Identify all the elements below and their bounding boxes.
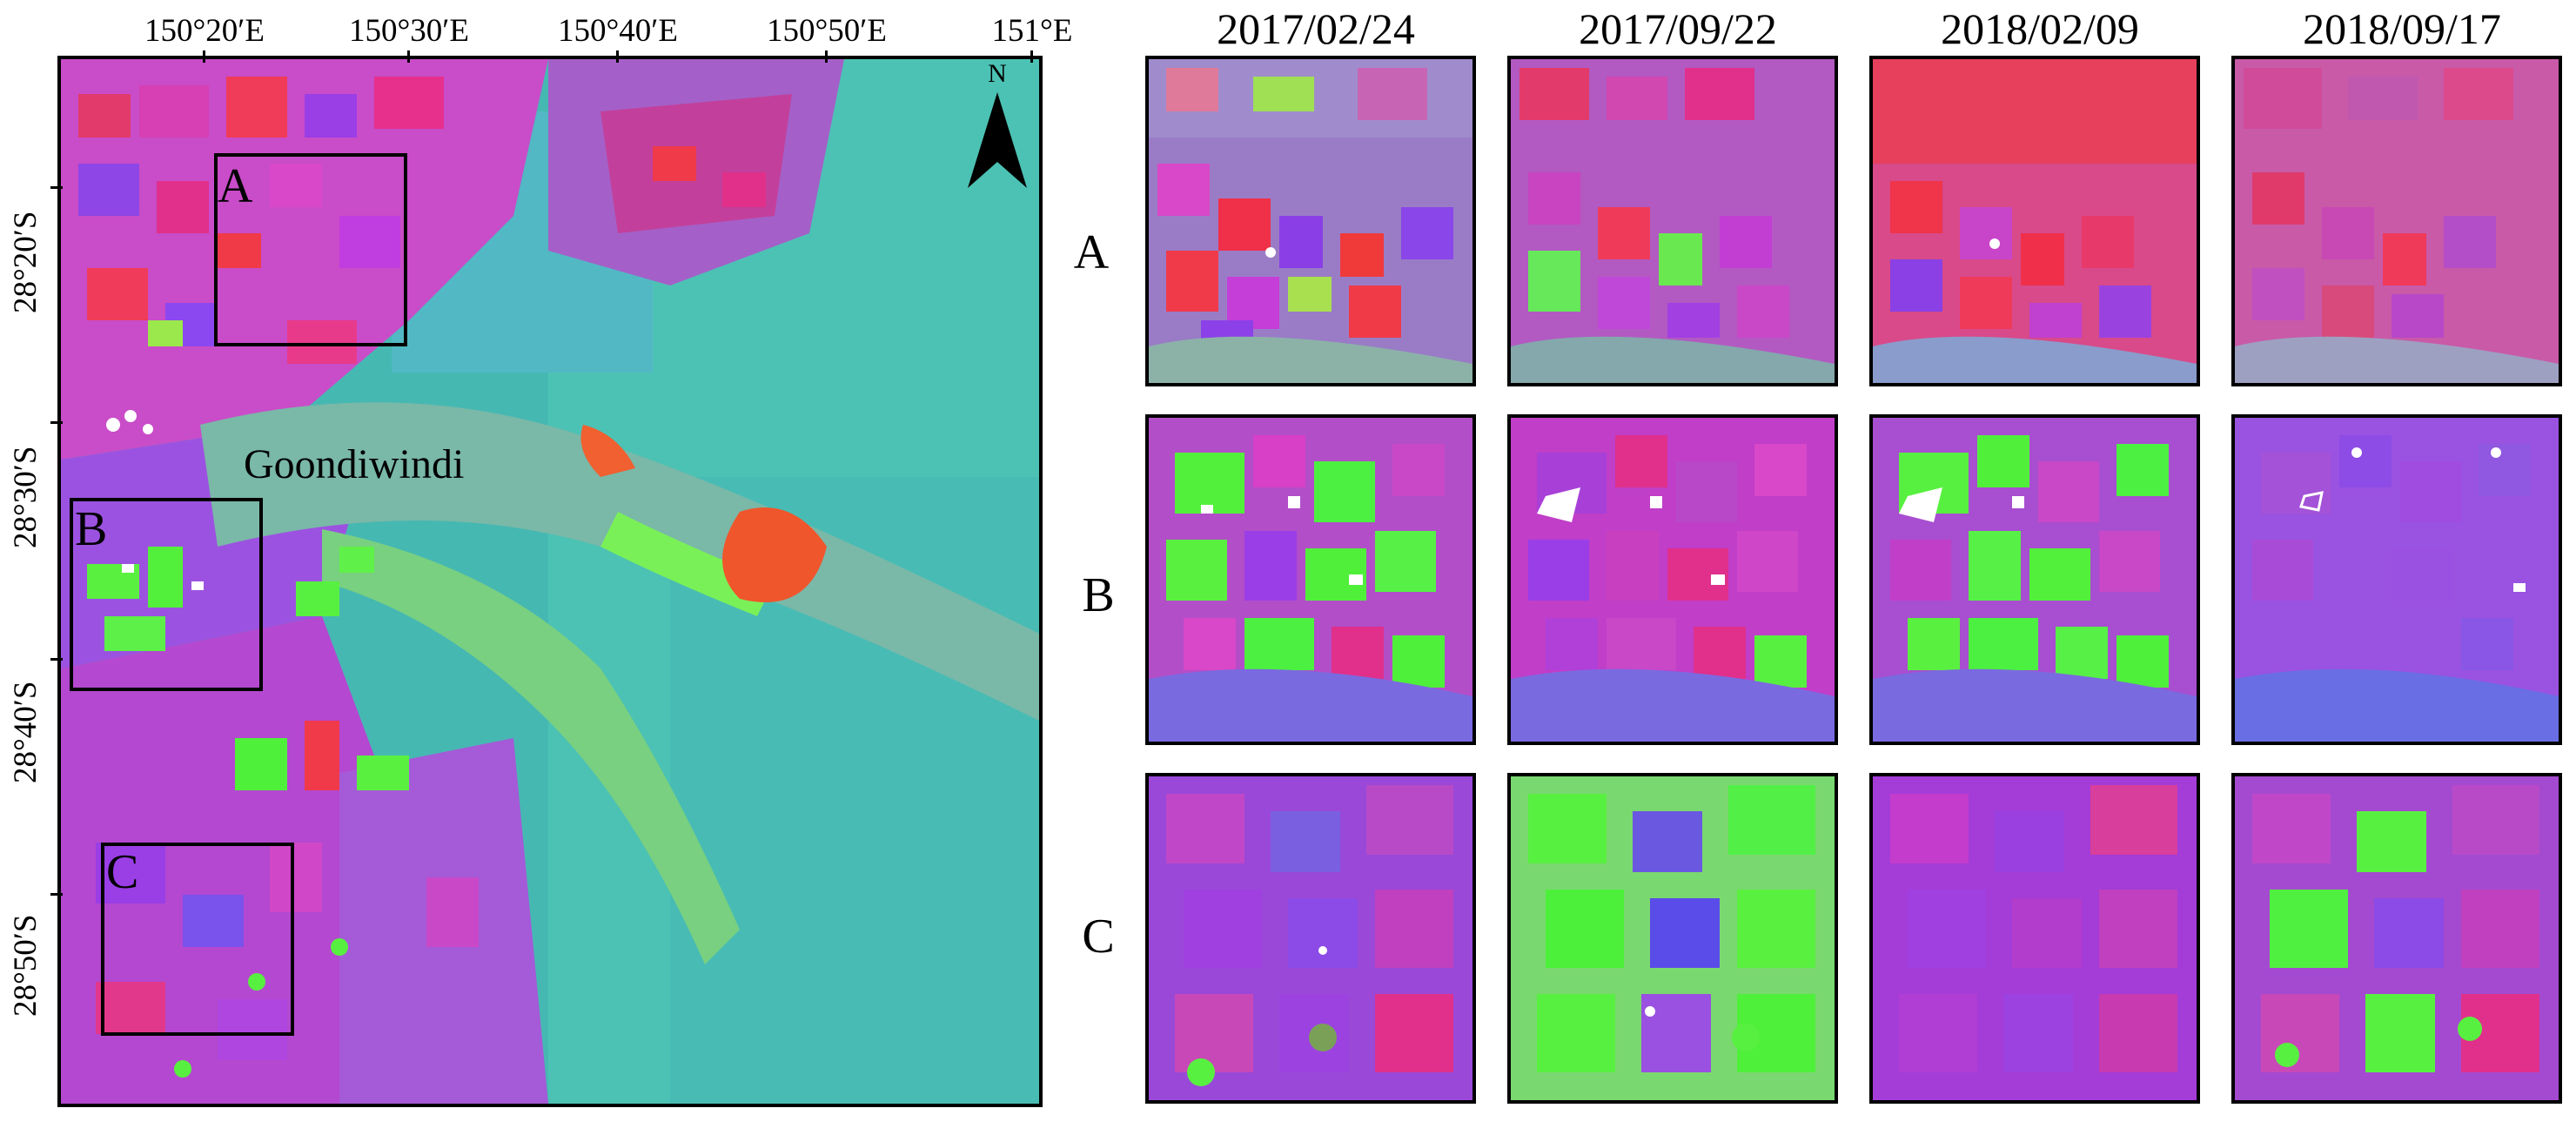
tile-imagery [1511,418,1835,742]
tile-c-2018-09-17[interactable] [2231,773,2562,1104]
lon-tick-mark [203,50,205,63]
lon-tick-mark [825,50,828,63]
overview-map [57,56,1043,1107]
lat-tick-label: 28°50′S [8,914,44,1017]
north-arrow: N [964,59,1030,198]
tile-imagery [1873,776,2197,1100]
tile-imagery [2235,776,2559,1100]
tile-imagery [1511,59,1835,383]
lat-tick-mark [50,658,63,661]
tile-b-2017-02-24[interactable] [1145,414,1476,745]
tile-a-2018-09-17[interactable] [2231,56,2562,386]
region-label-a: A [218,159,253,213]
date-header: 2018/02/09 [1941,4,2139,53]
tile-a-2017-02-24[interactable] [1145,56,1476,386]
tile-c-2018-02-09[interactable] [1869,773,2200,1104]
town-label: Goondiwindi [244,441,465,487]
composite-imagery [61,59,1039,1104]
lat-tick-mark [50,421,63,424]
lon-tick-label: 150°40′E [558,13,678,49]
region-box-c[interactable] [101,843,294,1036]
lat-tick-label: 28°20′S [8,211,44,313]
lon-tick-label: 150°30′E [349,13,469,49]
north-label: N [988,59,1007,88]
tile-b-2018-02-09[interactable] [1869,414,2200,745]
north-arrow-icon [968,92,1027,188]
date-header: 2017/02/24 [1217,4,1415,53]
tile-imagery [2235,59,2559,383]
lat-tick-label: 28°40′S [8,681,44,783]
tile-imagery [1873,59,2197,383]
region-box-a[interactable] [214,153,407,346]
tile-a-2017-09-22[interactable] [1507,56,1838,386]
lon-tick-mark [1030,50,1033,63]
tile-c-2017-02-24[interactable] [1145,773,1476,1104]
tile-a-2018-02-09[interactable] [1869,56,2200,386]
row-label-b: B [1082,568,1115,622]
tile-imagery [1149,776,1472,1100]
tile-imagery [1149,418,1472,742]
lon-tick-mark [407,50,410,63]
lat-tick-label: 28°30′S [8,446,44,548]
lon-tick-label: 150°50′E [767,13,887,49]
region-label-b: B [75,502,108,556]
lat-tick-mark [50,186,63,189]
date-header: 2018/09/17 [2303,4,2501,53]
tile-b-2018-09-17[interactable] [2231,414,2562,745]
row-label-c: C [1082,910,1115,964]
tile-imagery [1511,776,1835,1100]
row-label-a: A [1073,225,1110,279]
region-box-b[interactable] [70,498,263,691]
tile-imagery [1873,418,2197,742]
region-label-c: C [106,845,139,899]
lon-tick-mark [616,50,619,63]
tile-imagery [2235,418,2559,742]
date-header: 2017/09/22 [1579,4,1777,53]
tile-b-2017-09-22[interactable] [1507,414,1838,745]
lon-tick-label: 151°E [991,13,1073,49]
tile-imagery [1149,59,1472,383]
tile-c-2017-09-22[interactable] [1507,773,1838,1104]
lon-tick-label: 150°20′E [144,13,265,49]
lat-tick-mark [50,893,63,896]
